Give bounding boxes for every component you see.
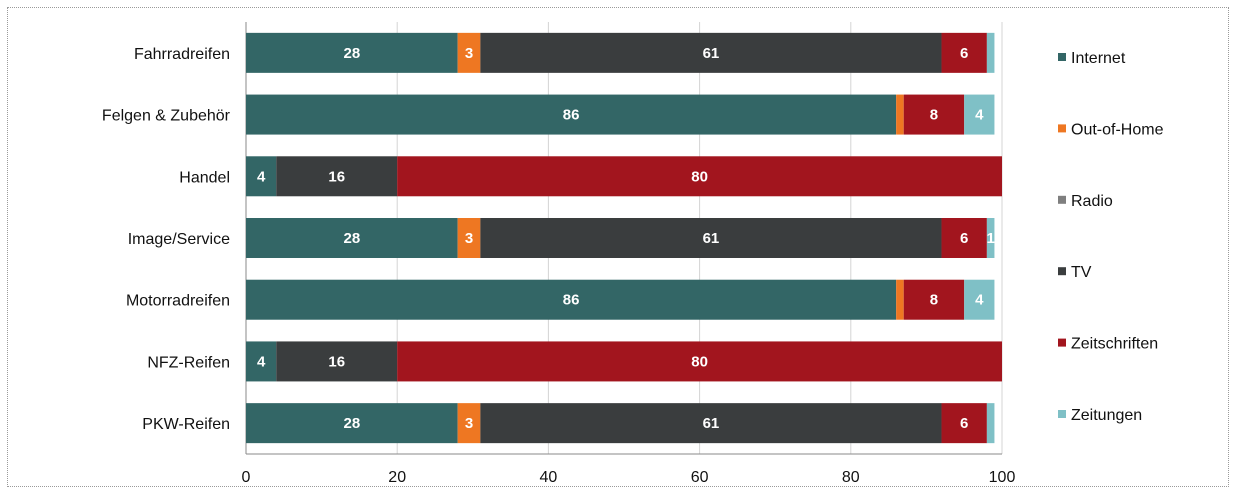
category-label: NFZ-Reifen bbox=[147, 354, 230, 371]
bar-segment bbox=[480, 32, 942, 73]
x-tick-label: 80 bbox=[842, 469, 860, 486]
data-label: 16 bbox=[328, 168, 345, 185]
bar-segment bbox=[397, 156, 1002, 197]
data-label: 6 bbox=[960, 415, 968, 432]
bars bbox=[246, 32, 1002, 444]
data-label: 86 bbox=[563, 292, 580, 309]
legend-swatch bbox=[1058, 267, 1066, 276]
x-tick-label: 20 bbox=[388, 469, 406, 486]
data-label: 61 bbox=[703, 415, 720, 432]
legend-label: Out-of-Home bbox=[1071, 121, 1164, 138]
legend: Internet Out-of-Home Radio TV Zeitschriften Z… bbox=[1058, 50, 1164, 424]
bar-segment bbox=[941, 32, 987, 73]
x-tick-label: 40 bbox=[540, 469, 558, 486]
legend-swatch bbox=[1058, 124, 1066, 133]
bar-segment bbox=[457, 403, 481, 444]
data-label: 8 bbox=[930, 292, 938, 309]
bar-segment bbox=[246, 279, 897, 320]
data-label: 4 bbox=[257, 353, 266, 370]
data-label: 28 bbox=[343, 45, 360, 62]
bar-segment bbox=[457, 32, 481, 73]
value-axis: 0 20 40 60 80 100 bbox=[242, 469, 1016, 486]
bar-segment bbox=[986, 403, 995, 444]
category-label: Handel bbox=[179, 169, 230, 186]
bar-segment bbox=[903, 279, 965, 320]
bar-segment bbox=[276, 156, 398, 197]
x-tick-label: 100 bbox=[989, 469, 1016, 486]
bar-segment bbox=[480, 218, 942, 258]
category-label: Fahrradreifen bbox=[134, 46, 230, 63]
bar-segment bbox=[896, 279, 904, 320]
legend-label: Radio bbox=[1071, 193, 1113, 210]
data-label: 80 bbox=[691, 168, 708, 185]
data-label: 6 bbox=[960, 45, 968, 62]
data-label: 3 bbox=[465, 415, 473, 432]
gridlines bbox=[245, 22, 1003, 455]
bar-segment bbox=[986, 32, 995, 73]
legend-label: TV bbox=[1071, 264, 1092, 281]
legend-swatch bbox=[1058, 410, 1066, 418]
data-label: 61 bbox=[703, 45, 720, 62]
data-label: 3 bbox=[465, 230, 473, 247]
legend-label: Zeitungen bbox=[1071, 407, 1142, 424]
category-label: Image/Service bbox=[128, 231, 230, 248]
data-label: 1 bbox=[986, 230, 994, 247]
category-label: PKW-Reifen bbox=[142, 416, 230, 433]
category-label: Felgen & Zubehör bbox=[102, 108, 231, 125]
bar-segment bbox=[964, 94, 995, 135]
x-tick-label: 0 bbox=[242, 469, 251, 486]
bar-segment bbox=[896, 94, 904, 135]
data-label: 28 bbox=[343, 230, 360, 247]
data-label: 4 bbox=[257, 168, 266, 185]
data-label: 8 bbox=[930, 107, 938, 124]
data-label: 4 bbox=[975, 292, 984, 309]
data-label: 61 bbox=[703, 230, 720, 247]
bar-segment bbox=[941, 403, 987, 444]
bar-segment bbox=[246, 403, 458, 444]
bar-segment bbox=[457, 218, 481, 258]
data-label: 4 bbox=[975, 107, 984, 124]
category-axis: Fahrradreifen Felgen & Zubehör Handel Image… bbox=[102, 46, 231, 433]
bar-segment bbox=[246, 94, 897, 135]
chart-frame bbox=[7, 7, 1229, 487]
category-label: Motorradreifen bbox=[126, 293, 230, 310]
data-label: 28 bbox=[343, 415, 360, 432]
bar-segment bbox=[246, 341, 277, 382]
data-label: 80 bbox=[691, 353, 708, 370]
bar-segment bbox=[246, 156, 277, 197]
x-tick-label: 60 bbox=[691, 469, 709, 486]
data-label: 16 bbox=[328, 353, 345, 370]
legend-swatch bbox=[1058, 195, 1066, 204]
legend-label: Internet bbox=[1071, 50, 1126, 67]
data-label: 3 bbox=[465, 45, 473, 62]
bar-segment bbox=[941, 218, 987, 258]
bar-segment bbox=[246, 218, 458, 258]
bar-segment bbox=[903, 94, 965, 135]
data-label: 86 bbox=[563, 107, 580, 124]
bar-segment bbox=[397, 341, 1002, 382]
bar-segment bbox=[986, 218, 995, 258]
bar-segment bbox=[276, 341, 398, 382]
legend-swatch bbox=[1058, 53, 1066, 61]
bar-segment bbox=[964, 279, 995, 320]
data-label: 6 bbox=[960, 230, 968, 247]
legend-label: Zeitschriften bbox=[1071, 336, 1158, 353]
bar-segment bbox=[480, 403, 942, 444]
bar-segment bbox=[246, 32, 458, 73]
legend-swatch bbox=[1058, 338, 1066, 347]
